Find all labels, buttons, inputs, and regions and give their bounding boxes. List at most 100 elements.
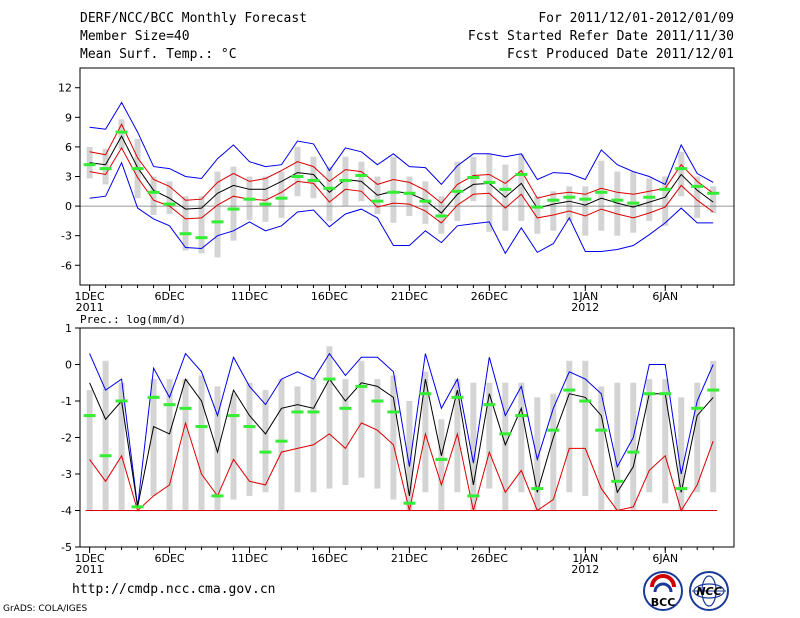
temp-obs-marker — [547, 198, 560, 202]
temp-spread-bar — [518, 153, 525, 221]
temp-obs-marker — [403, 191, 416, 195]
temp-obs-marker — [563, 195, 576, 199]
temp-spread-bar — [694, 176, 701, 218]
temp-obs-marker — [515, 173, 528, 177]
temp-spread-bar — [646, 178, 653, 221]
temp-obs-marker — [675, 167, 688, 171]
bcc-logo-icon: BCC — [643, 571, 683, 611]
prec-x-tick-label: 16DEC — [311, 552, 348, 565]
prec-y-tick-label: 1 — [65, 322, 72, 335]
prec-obs-marker — [531, 487, 544, 491]
temp-obs-marker — [339, 178, 352, 182]
prec-series-max — [89, 352, 714, 507]
prec-spread-bar — [262, 390, 269, 493]
temp-spread-bar — [182, 196, 189, 251]
temp-obs-marker — [659, 187, 672, 191]
prec-obs-marker — [547, 428, 560, 432]
temp-spread-bar — [710, 186, 717, 213]
prec-obs-marker — [675, 487, 688, 491]
prec-spread-bar — [342, 379, 349, 485]
prec-obs-marker — [451, 395, 464, 399]
prec-x-tick-label: 21DEC — [391, 552, 428, 565]
member-size-label: Member Size=40 — [80, 29, 190, 44]
forecast-period: For 2011/12/01-2012/01/09 — [538, 11, 734, 26]
prec-x-tick-label: 26DEC — [471, 552, 508, 565]
temp-spread-bar — [150, 176, 157, 215]
temp-spread-bar — [662, 176, 669, 226]
fcst-produced-date: Fcst Produced Date 2011/12/01 — [507, 47, 734, 62]
prec-spread-bar — [694, 382, 701, 493]
prec-obs-marker — [211, 494, 224, 498]
prec-spread-bar — [246, 382, 253, 496]
source-url[interactable]: http://cmdp.ncc.cma.gov.cn — [72, 582, 276, 597]
temp-y-tick-label: 12 — [58, 82, 72, 95]
prec-spread-bar — [86, 390, 93, 511]
temp-obs-marker — [435, 214, 448, 218]
prec-y-tick-label: -5 — [61, 541, 72, 554]
temp-spread-bar — [262, 176, 269, 222]
prec-spread-bar — [550, 393, 557, 511]
prec-spread-bar — [486, 382, 493, 489]
temp-obs-marker — [371, 199, 384, 203]
temp-x-tick-label: 6DEC — [154, 290, 184, 303]
prec-spread-bar — [582, 360, 589, 496]
grads-credit: GrADS: COLA/IGES — [3, 604, 88, 614]
temp-spread-bar — [102, 148, 109, 185]
temp-y-tick-label: -3 — [61, 230, 72, 243]
temp-obs-marker — [115, 130, 128, 134]
ncc-logo-text: NCC — [696, 585, 721, 598]
prec-obs-marker — [707, 388, 720, 392]
prec-obs-marker — [307, 410, 320, 414]
prec-obs-marker — [323, 377, 336, 381]
temp-spread-bar — [598, 160, 605, 231]
temp-y-tick-label: 6 — [65, 141, 72, 154]
prec-spread-bar — [422, 371, 429, 493]
prec-obs-marker — [259, 450, 272, 454]
prec-spread-bar — [278, 379, 285, 511]
temp-series-max — [89, 101, 714, 186]
temp-year-label: 2012 — [571, 301, 599, 314]
temp-obs-marker — [595, 190, 608, 194]
prec-y-tick-label: -1 — [61, 395, 72, 408]
temp-obs-marker — [467, 175, 480, 179]
prec-y-tick-label: -4 — [61, 505, 72, 518]
fcst-started-date: Fcst Started Refer Date 2011/11/30 — [467, 29, 734, 44]
prec-x-tick-label: 6JAN — [652, 552, 678, 565]
temp-obs-marker — [499, 187, 512, 191]
temp-x-tick-label: 21DEC — [391, 290, 428, 303]
temp-x-tick-label: 6JAN — [652, 290, 678, 303]
prec-spread-bar — [566, 360, 573, 493]
prec-obs-marker — [83, 414, 96, 418]
figure-title: DERF/NCC/BCC Monthly Forecast — [80, 11, 307, 26]
temp-x-tick-label: 1DEC — [75, 290, 105, 303]
prec-spread-bar — [470, 382, 477, 511]
temp-obs-marker — [195, 236, 208, 240]
prec-obs-marker — [243, 425, 256, 429]
temp-obs-marker — [259, 202, 272, 206]
temp-obs-marker — [291, 175, 304, 178]
prec-y-tick-label: 0 — [65, 359, 72, 372]
temp-spread-bar — [118, 119, 125, 149]
prec-spread-bar — [374, 379, 381, 489]
temp-y-tick-label: -6 — [61, 259, 72, 272]
temp-obs-marker — [691, 184, 704, 188]
prec-spread-bar — [630, 382, 637, 511]
temp-series-upper — [89, 123, 714, 204]
prec-spread-bar — [198, 375, 205, 511]
temp-year-label: 2011 — [76, 301, 104, 314]
prec-obs-marker — [115, 399, 128, 403]
temp-obs-marker — [451, 189, 464, 193]
temp-series-lower — [89, 146, 714, 224]
temp-spread-bar — [294, 146, 301, 197]
temp-obs-marker — [611, 198, 624, 202]
prec-spread-bar — [230, 393, 237, 500]
temp-spread-bar — [486, 153, 493, 232]
prec-obs-marker — [387, 410, 400, 414]
temp-obs-marker — [355, 174, 368, 178]
temp-panel-title: Mean Surf. Temp.: °C — [80, 47, 237, 62]
temp-y-tick-label: 0 — [65, 200, 72, 213]
prec-obs-marker — [179, 406, 192, 410]
prec-obs-marker — [611, 479, 624, 483]
